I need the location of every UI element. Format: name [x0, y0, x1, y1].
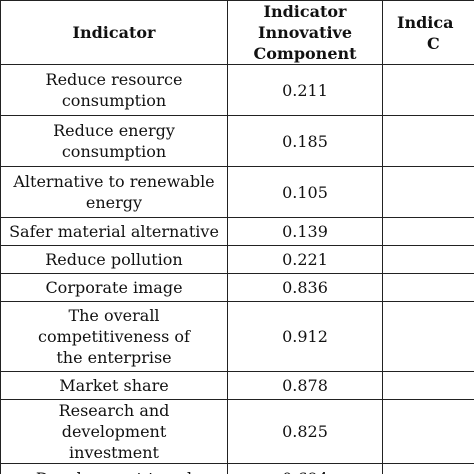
row-value: 0.139	[227, 217, 383, 246]
row-value: 0.105	[227, 166, 383, 218]
row-third-cell	[382, 301, 474, 372]
row-indicator: Reduce energy consumption	[0, 115, 228, 167]
row-indicator: Reduce pollution	[0, 245, 228, 274]
header-third-line2: C	[427, 33, 440, 53]
table-row: Research and development investment 0.82…	[0, 399, 474, 464]
row-indicator: Reduce resource consumption	[0, 64, 228, 116]
table-row: Market share 0.878	[0, 371, 474, 400]
table-row: Development trend 0.694	[0, 463, 474, 474]
table-row: Reduce resource consumption 0.211	[0, 64, 474, 116]
row-third-cell	[382, 115, 474, 167]
table-row: Corporate image 0.836	[0, 273, 474, 302]
row-indicator: Research and development investment	[0, 399, 228, 464]
row-indicator: Safer material alternative	[0, 217, 228, 246]
row-value: 0.878	[227, 371, 383, 400]
row-third-cell	[382, 64, 474, 116]
row-value: 0.185	[227, 115, 383, 167]
table-row: Reduce pollution 0.221	[0, 245, 474, 274]
row-indicator: The overall competitiveness of the enter…	[0, 301, 228, 372]
table-row: Alternative to renewable energy 0.105	[0, 166, 474, 218]
row-value: 0.211	[227, 64, 383, 116]
header-third-column: Indica C	[382, 0, 474, 65]
header-indicator: Indicator	[0, 0, 228, 65]
table-row: Reduce energy consumption 0.185	[0, 115, 474, 167]
row-indicator: Development trend	[0, 463, 228, 474]
table-header-row: Indicator Indicator Innovative Component…	[0, 0, 474, 65]
row-third-cell	[382, 217, 474, 246]
row-indicator: Market share	[0, 371, 228, 400]
row-third-cell	[382, 463, 474, 474]
row-value: 0.221	[227, 245, 383, 274]
header-innovative-line2: Component	[253, 44, 357, 63]
row-third-cell	[382, 399, 474, 464]
table-row: The overall competitiveness of the enter…	[0, 301, 474, 372]
row-third-cell	[382, 166, 474, 218]
row-indicator: Corporate image	[0, 273, 228, 302]
row-value: 0.912	[227, 301, 383, 372]
row-value: 0.836	[227, 273, 383, 302]
row-third-cell	[382, 245, 474, 274]
table-row: Safer material alternative 0.139	[0, 217, 474, 246]
row-indicator: Alternative to renewable energy	[0, 166, 228, 218]
header-third-line1: Indica	[397, 12, 454, 32]
row-value: 0.825	[227, 399, 383, 464]
header-innovative-line1: Indicator Innovative	[257, 2, 353, 42]
row-third-cell	[382, 371, 474, 400]
row-third-cell	[382, 273, 474, 302]
row-value: 0.694	[227, 463, 383, 474]
header-innovative-component: Indicator Innovative Component	[227, 0, 383, 65]
